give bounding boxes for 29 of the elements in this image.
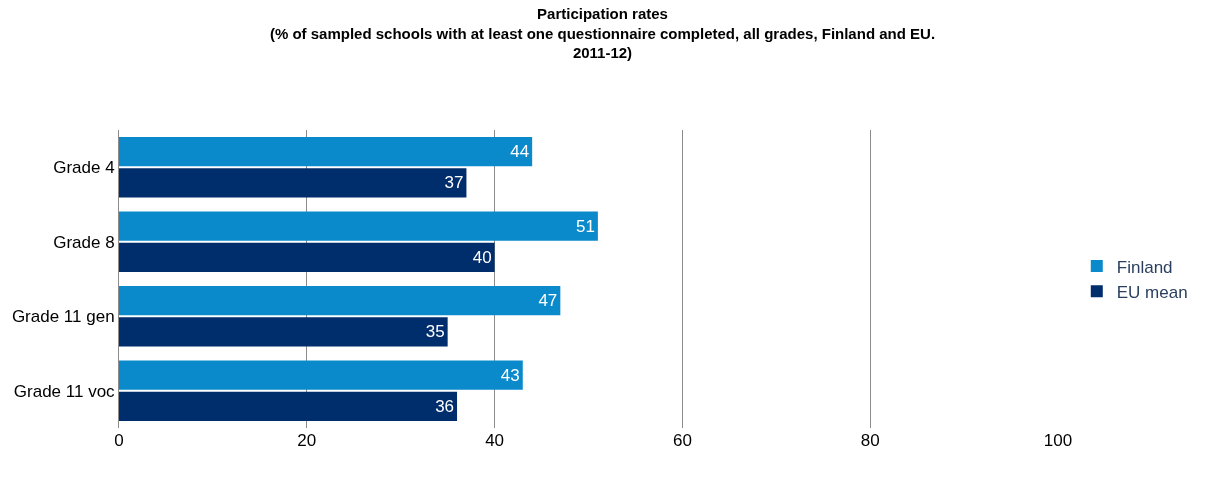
x-tick-label: 60 — [672, 431, 692, 450]
y-tick-label: Grade 11 gen — [11, 307, 115, 327]
y-tick-label: Grade 4 — [53, 158, 115, 178]
data-label: 37 — [444, 173, 464, 193]
chart-title: Participation rates (% of sampled schools with at least one questionnaire completed, all grades, Finland and EU. 2011-12) — [269, 5, 936, 62]
data-label: 44 — [510, 142, 530, 162]
x-tick-label: 100 — [1043, 431, 1073, 450]
bar — [119, 242, 495, 273]
x-tick-label: 0 — [114, 431, 124, 450]
bar — [119, 211, 598, 241]
bar — [119, 136, 533, 167]
x-tick-label: 80 — [860, 431, 880, 450]
data-label: 43 — [500, 365, 520, 385]
bar — [119, 391, 458, 422]
bar — [119, 285, 561, 316]
y-tick-label: Grade 8 — [53, 232, 115, 252]
legend-label: EU mean — [1116, 282, 1188, 302]
x-tick-label: 20 — [297, 431, 317, 450]
bar — [119, 168, 467, 198]
legend-label: Finland — [1116, 257, 1173, 277]
bar — [119, 317, 448, 347]
data-label: 35 — [425, 322, 445, 342]
data-label: 40 — [472, 247, 492, 267]
y-tick-label: Grade 11 voc — [13, 381, 116, 401]
data-label: 36 — [435, 396, 455, 416]
data-label: 51 — [575, 216, 595, 236]
bar — [119, 360, 523, 390]
data-label: 47 — [538, 291, 558, 311]
x-tick-label: 40 — [485, 431, 505, 450]
